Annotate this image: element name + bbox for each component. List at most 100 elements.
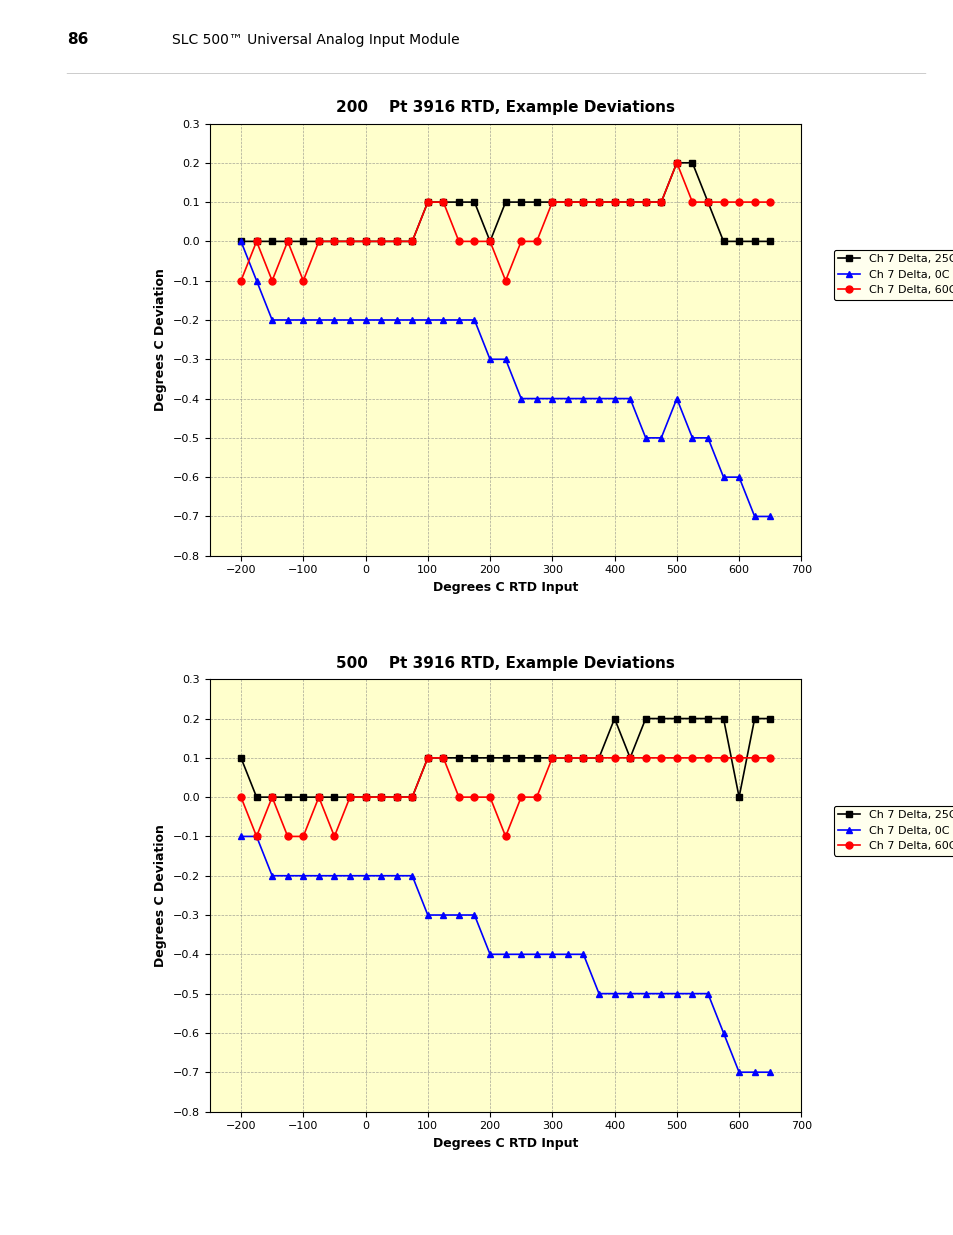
Ch 7 Delta, 60C (421, 751, 433, 766)
Ch 7 Delta, 0C (406, 312, 417, 327)
Ch 7 Delta, 60C (375, 789, 386, 804)
Ch 7 Delta, 60C (639, 751, 651, 766)
Ch 7 Delta, 60C (421, 195, 433, 210)
Ch 7 Delta, 60C (655, 195, 666, 210)
Ch 7 Delta, 25C (282, 233, 294, 248)
Ch 7 Delta, 60C (578, 751, 589, 766)
Ch 7 Delta, 25C (391, 789, 402, 804)
Ch 7 Delta, 25C (515, 195, 526, 210)
Ch 7 Delta, 60C (391, 789, 402, 804)
Title: 500    Pt 3916 RTD, Example Deviations: 500 Pt 3916 RTD, Example Deviations (335, 656, 675, 671)
Ch 7 Delta, 25C (655, 711, 666, 726)
Ch 7 Delta, 0C (639, 431, 651, 446)
Ch 7 Delta, 60C (515, 233, 526, 248)
Ch 7 Delta, 60C (406, 233, 417, 248)
Ch 7 Delta, 25C (717, 711, 728, 726)
Ch 7 Delta, 0C (701, 431, 713, 446)
Ch 7 Delta, 0C (733, 1065, 744, 1079)
Ch 7 Delta, 0C (655, 431, 666, 446)
Ch 7 Delta, 25C (375, 233, 386, 248)
Ch 7 Delta, 0C (531, 391, 542, 406)
Ch 7 Delta, 25C (313, 233, 324, 248)
Ch 7 Delta, 0C (437, 312, 449, 327)
Ch 7 Delta, 60C (561, 751, 573, 766)
Ch 7 Delta, 0C (313, 312, 324, 327)
Ch 7 Delta, 60C (499, 829, 511, 844)
Ch 7 Delta, 60C (670, 751, 681, 766)
Ch 7 Delta, 25C (578, 195, 589, 210)
Ch 7 Delta, 25C (578, 751, 589, 766)
Ch 7 Delta, 60C (733, 751, 744, 766)
Y-axis label: Degrees C Deviation: Degrees C Deviation (154, 268, 168, 411)
Ch 7 Delta, 25C (561, 751, 573, 766)
Ch 7 Delta, 60C (686, 195, 698, 210)
Ch 7 Delta, 25C (593, 195, 604, 210)
Ch 7 Delta, 0C (499, 947, 511, 962)
Ch 7 Delta, 60C (531, 233, 542, 248)
Ch 7 Delta, 60C (359, 789, 371, 804)
Ch 7 Delta, 0C (391, 868, 402, 883)
Ch 7 Delta, 0C (313, 868, 324, 883)
Ch 7 Delta, 0C (546, 391, 558, 406)
Ch 7 Delta, 60C (266, 273, 277, 288)
Ch 7 Delta, 25C (624, 195, 636, 210)
Ch 7 Delta, 60C (437, 751, 449, 766)
X-axis label: Degrees C RTD Input: Degrees C RTD Input (433, 1136, 578, 1150)
Ch 7 Delta, 60C (235, 789, 247, 804)
Ch 7 Delta, 60C (329, 233, 340, 248)
Ch 7 Delta, 25C (546, 195, 558, 210)
X-axis label: Degrees C RTD Input: Degrees C RTD Input (433, 580, 578, 594)
Ch 7 Delta, 60C (546, 751, 558, 766)
Ch 7 Delta, 0C (406, 868, 417, 883)
Ch 7 Delta, 60C (655, 751, 666, 766)
Ch 7 Delta, 60C (733, 195, 744, 210)
Ch 7 Delta, 25C (561, 195, 573, 210)
Ch 7 Delta, 25C (421, 195, 433, 210)
Text: 86: 86 (67, 32, 88, 47)
Ch 7 Delta, 0C (748, 509, 760, 524)
Ch 7 Delta, 60C (608, 195, 619, 210)
Ch 7 Delta, 25C (251, 789, 262, 804)
Ch 7 Delta, 60C (251, 233, 262, 248)
Ch 7 Delta, 25C (484, 751, 496, 766)
Ch 7 Delta, 0C (717, 469, 728, 484)
Ch 7 Delta, 25C (531, 751, 542, 766)
Line: Ch 7 Delta, 0C: Ch 7 Delta, 0C (237, 238, 773, 520)
Ch 7 Delta, 60C (313, 233, 324, 248)
Ch 7 Delta, 25C (686, 156, 698, 170)
Ch 7 Delta, 60C (484, 789, 496, 804)
Ch 7 Delta, 60C (484, 233, 496, 248)
Ch 7 Delta, 0C (359, 312, 371, 327)
Ch 7 Delta, 60C (717, 195, 728, 210)
Ch 7 Delta, 0C (561, 391, 573, 406)
Ch 7 Delta, 25C (733, 789, 744, 804)
Ch 7 Delta, 0C (531, 947, 542, 962)
Ch 7 Delta, 60C (546, 195, 558, 210)
Ch 7 Delta, 0C (251, 829, 262, 844)
Ch 7 Delta, 60C (344, 789, 355, 804)
Ch 7 Delta, 0C (421, 908, 433, 923)
Ch 7 Delta, 25C (670, 156, 681, 170)
Legend: Ch 7 Delta, 25C, Ch 7 Delta, 0C, Ch 7 Delta, 60C: Ch 7 Delta, 25C, Ch 7 Delta, 0C, Ch 7 De… (833, 249, 953, 300)
Ch 7 Delta, 25C (297, 789, 309, 804)
Ch 7 Delta, 60C (593, 195, 604, 210)
Ch 7 Delta, 0C (655, 987, 666, 1002)
Ch 7 Delta, 25C (344, 789, 355, 804)
Ch 7 Delta, 0C (282, 868, 294, 883)
Ch 7 Delta, 0C (593, 987, 604, 1002)
Ch 7 Delta, 60C (686, 751, 698, 766)
Ch 7 Delta, 25C (546, 751, 558, 766)
Ch 7 Delta, 0C (717, 1025, 728, 1040)
Ch 7 Delta, 0C (484, 352, 496, 367)
Ch 7 Delta, 0C (624, 391, 636, 406)
Ch 7 Delta, 0C (686, 431, 698, 446)
Ch 7 Delta, 60C (624, 195, 636, 210)
Ch 7 Delta, 60C (282, 233, 294, 248)
Ch 7 Delta, 25C (763, 233, 775, 248)
Ch 7 Delta, 60C (235, 273, 247, 288)
Ch 7 Delta, 0C (437, 908, 449, 923)
Ch 7 Delta, 0C (701, 987, 713, 1002)
Ch 7 Delta, 25C (748, 233, 760, 248)
Ch 7 Delta, 25C (686, 711, 698, 726)
Ch 7 Delta, 0C (282, 312, 294, 327)
